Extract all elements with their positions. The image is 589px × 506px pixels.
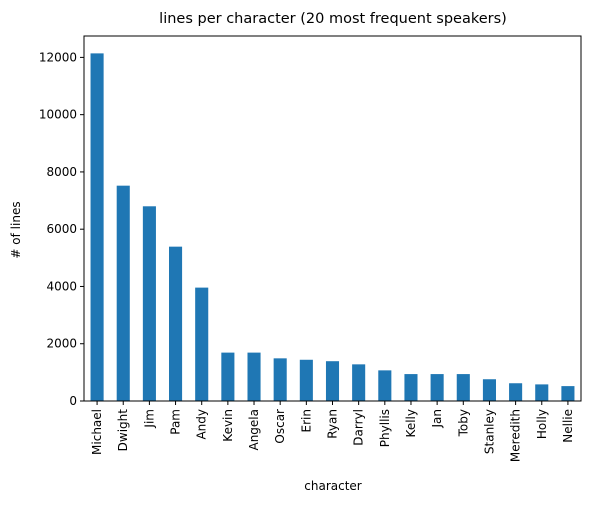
bar-dwight: [116, 185, 130, 401]
bar-holly: [535, 384, 549, 401]
bar-oscar: [273, 358, 287, 401]
y-tick-label: 8000: [46, 165, 77, 179]
bar-kevin: [221, 352, 235, 401]
x-tick-label: Jim: [142, 409, 156, 429]
x-tick-label: Dwight: [116, 409, 130, 452]
bars: [90, 53, 575, 401]
x-tick-label: Oscar: [273, 409, 287, 444]
bar-angela: [247, 352, 261, 401]
bar-darryl: [352, 364, 366, 401]
x-tick-label: Holly: [535, 409, 549, 439]
x-tick-label: Ryan: [326, 409, 340, 439]
bar-pam: [169, 246, 183, 401]
y-axis-ticks: 0 2000 4000 6000 8000 10000 12000: [39, 50, 84, 408]
bar-ryan: [325, 361, 340, 401]
x-tick-label: Pam: [169, 409, 183, 435]
bar-phyllis: [378, 370, 392, 401]
bar-nellie: [561, 386, 575, 401]
x-tick-label: Andy: [195, 409, 209, 440]
x-tick-label: Stanley: [482, 409, 496, 454]
x-tick-label: Nellie: [561, 409, 575, 443]
x-axis-label: character: [304, 479, 362, 493]
x-tick-label: Darryl: [352, 409, 366, 446]
bar-meredith: [509, 383, 523, 401]
x-tick-label: Kelly: [404, 409, 418, 437]
bar-jim: [142, 206, 156, 401]
x-tick-label: Michael: [90, 409, 104, 455]
bar-toby: [456, 374, 470, 401]
chart-title: lines per character (20 most frequent sp…: [159, 11, 507, 27]
x-tick-label: Phyllis: [378, 409, 392, 447]
x-tick-label: Jan: [430, 409, 444, 429]
y-tick-label: 4000: [46, 279, 77, 293]
y-tick-label: 0: [69, 394, 77, 408]
y-tick-label: 2000: [46, 337, 77, 351]
x-tick-label: Kevin: [221, 409, 235, 442]
bar-andy: [195, 287, 209, 401]
x-axis-ticks: Michael Dwight Jim Pam Andy Kevin Angela Oscar E…: [90, 401, 575, 462]
y-axis-label: # of lines: [9, 201, 23, 258]
bar-stanley: [482, 379, 496, 401]
y-tick-label: 6000: [46, 222, 77, 236]
y-tick-label: 10000: [39, 108, 77, 122]
x-tick-label: Toby: [456, 409, 470, 437]
x-tick-label: Meredith: [509, 409, 523, 462]
x-tick-label: Erin: [299, 409, 313, 432]
plot-frame: [83, 35, 582, 402]
bar-michael: [90, 53, 104, 401]
bar-jan: [430, 374, 444, 401]
bar-kelly: [404, 374, 418, 401]
y-tick-label: 12000: [39, 50, 77, 64]
bar-erin: [299, 359, 313, 401]
x-tick-label: Angela: [247, 409, 261, 451]
